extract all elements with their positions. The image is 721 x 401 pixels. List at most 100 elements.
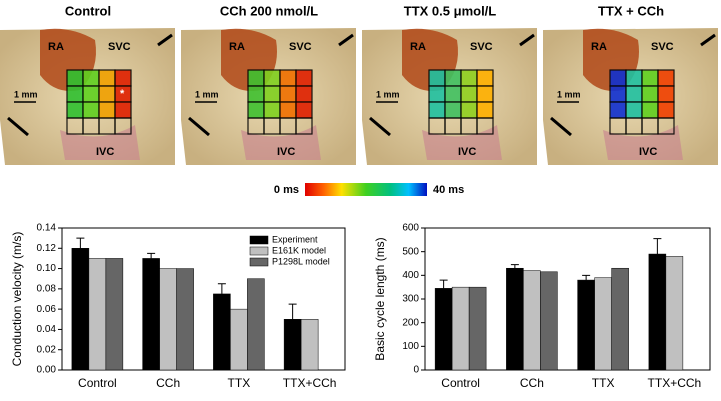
y-tick-label: 600 [402, 223, 419, 234]
grid-cell [114, 117, 132, 135]
grid-cell [247, 85, 265, 103]
grid-cell [263, 101, 281, 119]
region-label: IVC [458, 146, 476, 158]
scale-label: 1 mm [376, 89, 400, 99]
bar [71, 248, 90, 371]
region-label: SVC [651, 41, 674, 53]
grid-cell [295, 101, 313, 119]
y-tick-label: 500 [402, 246, 419, 257]
bar [451, 286, 470, 371]
y-tick-label: 100 [402, 341, 419, 352]
colorbar [305, 183, 427, 196]
x-tick-label: Control [441, 376, 480, 390]
bar [88, 258, 107, 371]
error-bar [439, 279, 448, 289]
grid-cell [263, 85, 281, 103]
region-label: RA [229, 41, 245, 53]
panel-title: CCh 200 nmol/L [220, 3, 318, 18]
region-label: IVC [277, 146, 295, 158]
grid-cell [476, 101, 494, 119]
pin [7, 116, 29, 137]
x-tick-label: CCh [520, 376, 544, 390]
x-tick-label: Control [78, 376, 117, 390]
image-panel: CCh 200 nmol/L RA SVC 1 mm IVC [181, 3, 356, 165]
grid-cell [98, 101, 116, 119]
grid-cell [263, 69, 281, 87]
grid-cell [98, 69, 116, 87]
region-label: RA [591, 41, 607, 53]
bar [283, 319, 302, 371]
bar [105, 258, 124, 371]
grid-cell [625, 69, 643, 87]
legend-swatch [249, 257, 269, 267]
legend-label: E161K model [272, 245, 326, 255]
bar [142, 258, 160, 371]
bar [523, 270, 541, 371]
error-bar [510, 264, 519, 269]
grid-cell [657, 117, 675, 135]
bar [159, 268, 177, 371]
grid-cell [247, 69, 265, 87]
bar [434, 288, 453, 371]
pin [550, 116, 572, 137]
grid-cell [82, 69, 100, 87]
y-tick-label: 0.06 [37, 304, 57, 315]
grid-cell [295, 85, 313, 103]
panel-title: Control [65, 3, 111, 18]
x-tick-label: TTX+CCh [648, 376, 702, 390]
pin [369, 116, 391, 137]
grid-cell [279, 85, 297, 103]
grid-cell [82, 101, 100, 119]
y-tick-label: 0.00 [37, 365, 57, 376]
grid-cell [295, 69, 313, 87]
grid-cell [476, 85, 494, 103]
grid-cell [66, 85, 84, 103]
grid-cell [609, 85, 627, 103]
grid-cell [114, 69, 132, 87]
panel-title: TTX + CCh [598, 3, 664, 18]
x-tick-label: CCh [156, 376, 180, 390]
grid-cell [460, 101, 478, 119]
scale-label: 1 mm [557, 89, 581, 99]
pin [157, 33, 173, 47]
y-tick-label: 0 [413, 365, 419, 376]
region-label: SVC [289, 41, 312, 53]
y-tick-label: 0.12 [37, 243, 57, 254]
grid-cell [82, 85, 100, 103]
y-tick-label: 0.14 [37, 223, 57, 234]
colorbar-max: 40 ms [433, 184, 464, 196]
bar [611, 267, 629, 371]
scale-label: 1 mm [14, 89, 38, 99]
x-tick-label: TTX+CCh [283, 376, 337, 390]
pin [519, 33, 535, 47]
grid-cell [295, 117, 313, 135]
grid-cell [98, 85, 116, 103]
legend-swatch [249, 235, 269, 245]
legend-swatch [249, 246, 269, 256]
legend-label: Experiment [272, 234, 318, 244]
grid-cell [641, 69, 659, 87]
grid-cell [114, 101, 132, 119]
grid-cell [609, 69, 627, 87]
y-axis-label: Conduction velocity (m/s) [10, 232, 24, 367]
grid-cell [247, 101, 265, 119]
bar [506, 267, 524, 371]
bar [648, 253, 667, 371]
grid-cell [641, 85, 659, 103]
scale-label: 1 mm [195, 89, 219, 99]
error-bar [653, 238, 662, 255]
pin [338, 33, 354, 47]
grid-cell [625, 85, 643, 103]
y-tick-label: 300 [402, 294, 419, 305]
error-bar [217, 283, 226, 294]
grid-cell [279, 101, 297, 119]
grid-cell [66, 69, 84, 87]
pin [700, 33, 716, 47]
plot-frame [61, 227, 346, 371]
pin [188, 116, 210, 137]
y-tick-label: 0.04 [37, 324, 57, 335]
grid-cell [460, 85, 478, 103]
error-bar [582, 274, 591, 281]
region-label: IVC [639, 146, 657, 158]
x-tick-label: TTX [228, 376, 251, 390]
